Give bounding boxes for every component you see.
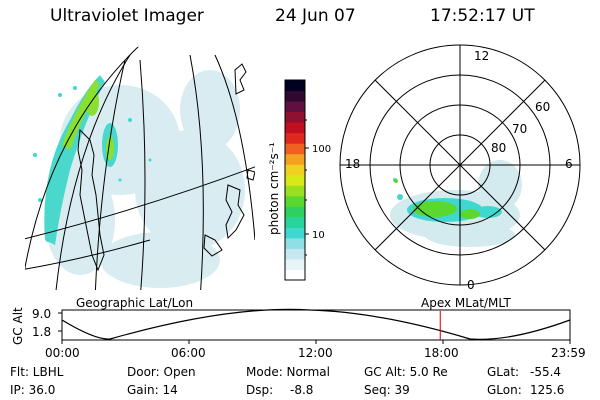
date-label: 24 Jun 07 (275, 6, 356, 26)
seq-status: Seq: 39 (364, 383, 410, 397)
mode-status: Mode: Normal (246, 365, 330, 379)
altitude-curve (61, 308, 571, 340)
gain-status: Gain: 14 (127, 383, 178, 397)
colorbar-swatch (285, 143, 305, 155)
orbit-xtick-1800: 18:00 (424, 346, 459, 360)
gcalt-status: GC Alt: 5.0 Re (364, 365, 448, 379)
colorbar-swatch (285, 122, 305, 134)
polar-grid (339, 44, 581, 286)
colorbar-swatch (285, 90, 305, 102)
mlat-label-60: 60 (535, 100, 550, 114)
mlat-label-80: 80 (491, 141, 506, 155)
orbit-left-title: Geographic Lat/Lon (76, 296, 194, 310)
colorbar-swatch (285, 258, 305, 270)
colorbar-unit-label: photon cm⁻²s⁻¹ (267, 142, 281, 235)
colorbar-frame (284, 79, 306, 281)
colorbar-swatch (285, 80, 305, 92)
colorbar-tick-100: 100 (312, 144, 331, 155)
colorbar-tick-10: 10 (312, 230, 325, 241)
orbit-right-title: Apex MLat/MLT (421, 296, 511, 310)
mlt-label-0: 0 (467, 278, 475, 292)
colorbar-swatch (285, 237, 305, 249)
orbit-ytick-9: 9.0 (32, 307, 52, 321)
glon-label: GLon: (487, 383, 522, 397)
colorbar-swatch (285, 185, 305, 197)
colorbar-swatch (285, 195, 305, 207)
mlt-label-12: 12 (474, 49, 489, 63)
orbit-xtick-0600: 06:00 (171, 346, 206, 360)
colorbar-swatch (285, 153, 305, 165)
colorbar-swatch (285, 216, 305, 228)
colorbar-swatch (285, 248, 305, 260)
speckles (33, 86, 152, 242)
colorbar-swatch (285, 174, 305, 186)
colorbar-swatch (285, 101, 305, 113)
orbit-xtick-2359: 23:59 (551, 346, 586, 360)
ip-status: IP: 36.0 (10, 383, 56, 397)
orbit-xtick-0000: 00:00 (45, 346, 80, 360)
door-status: Door: Open (127, 365, 196, 379)
geographic-image (25, 45, 255, 290)
colorbar-swatch (285, 227, 305, 239)
instrument-title: Ultraviolet Imager (50, 6, 204, 26)
mlt-label-6: 6 (565, 157, 573, 171)
filter-status: Flt: LBHL (10, 365, 64, 379)
colorbar-swatch (285, 164, 305, 176)
orbit-ylabel: GC Alt (11, 307, 25, 345)
dsp-value: -8.8 (290, 383, 314, 397)
orbit-panel (58, 308, 571, 344)
glat-label: GLat: (487, 365, 520, 379)
coastlines (77, 63, 255, 272)
colorbar-swatch (285, 269, 305, 281)
colorbar: 100 10 photon cm⁻²s⁻¹ (267, 79, 331, 281)
colorbar-swatch (285, 111, 305, 123)
colorbar-swatch (285, 206, 305, 218)
mlt-label-18: 18 (345, 157, 360, 171)
time-label: 17:52:17 UT (430, 6, 535, 26)
orbit-xtick-1200: 12:00 (298, 346, 333, 360)
polar-plot: 12 18 6 0 60 70 80 (339, 44, 581, 292)
glat-value: -55.4 (530, 365, 562, 379)
orbit-ytick-1.8: 1.8 (32, 325, 52, 339)
graticule (25, 45, 255, 290)
glon-value: 125.6 (530, 383, 565, 397)
orbit-xticks (61, 340, 571, 344)
mlat-label-70: 70 (512, 122, 527, 136)
dsp-label: Dsp: (246, 383, 274, 397)
orbit-frame (61, 309, 571, 341)
colorbar-swatch (285, 132, 305, 144)
